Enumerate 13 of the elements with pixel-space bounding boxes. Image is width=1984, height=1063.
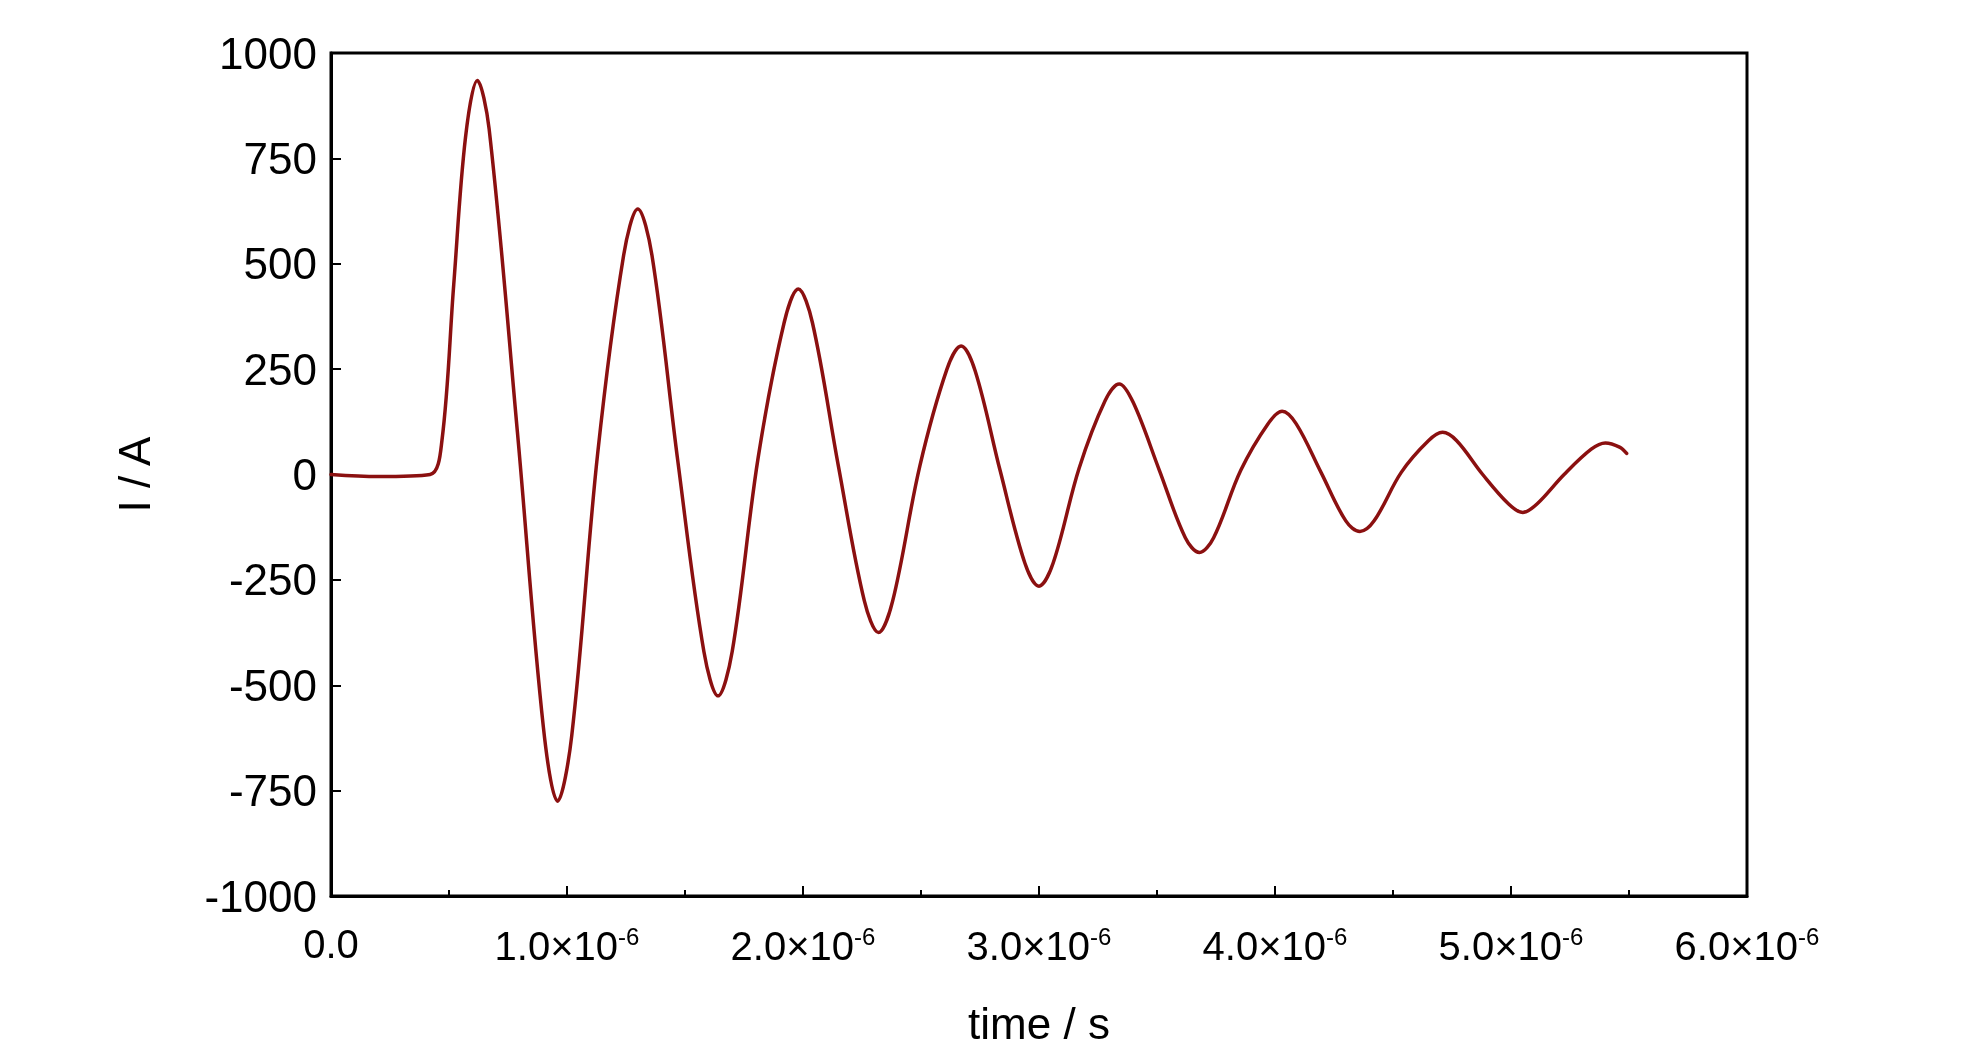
y-tick-label: 1000 — [219, 28, 317, 78]
y-tick-label: -250 — [228, 555, 317, 605]
x-tick-label: 0.0 — [303, 922, 359, 966]
y-tick-label: 250 — [243, 344, 317, 394]
y-tick-label: -1000 — [204, 871, 317, 921]
y-tick-label: 0 — [292, 450, 317, 499]
line-series — [329, 78, 1629, 803]
y-tick-label: 750 — [243, 133, 317, 183]
y-axis-title: I / A — [109, 435, 159, 513]
y-tick-label: 500 — [243, 239, 317, 289]
x-axis-title: time / s — [968, 998, 1110, 1048]
y-tick-label: -500 — [228, 660, 317, 710]
y-tick-label: -750 — [228, 766, 317, 816]
